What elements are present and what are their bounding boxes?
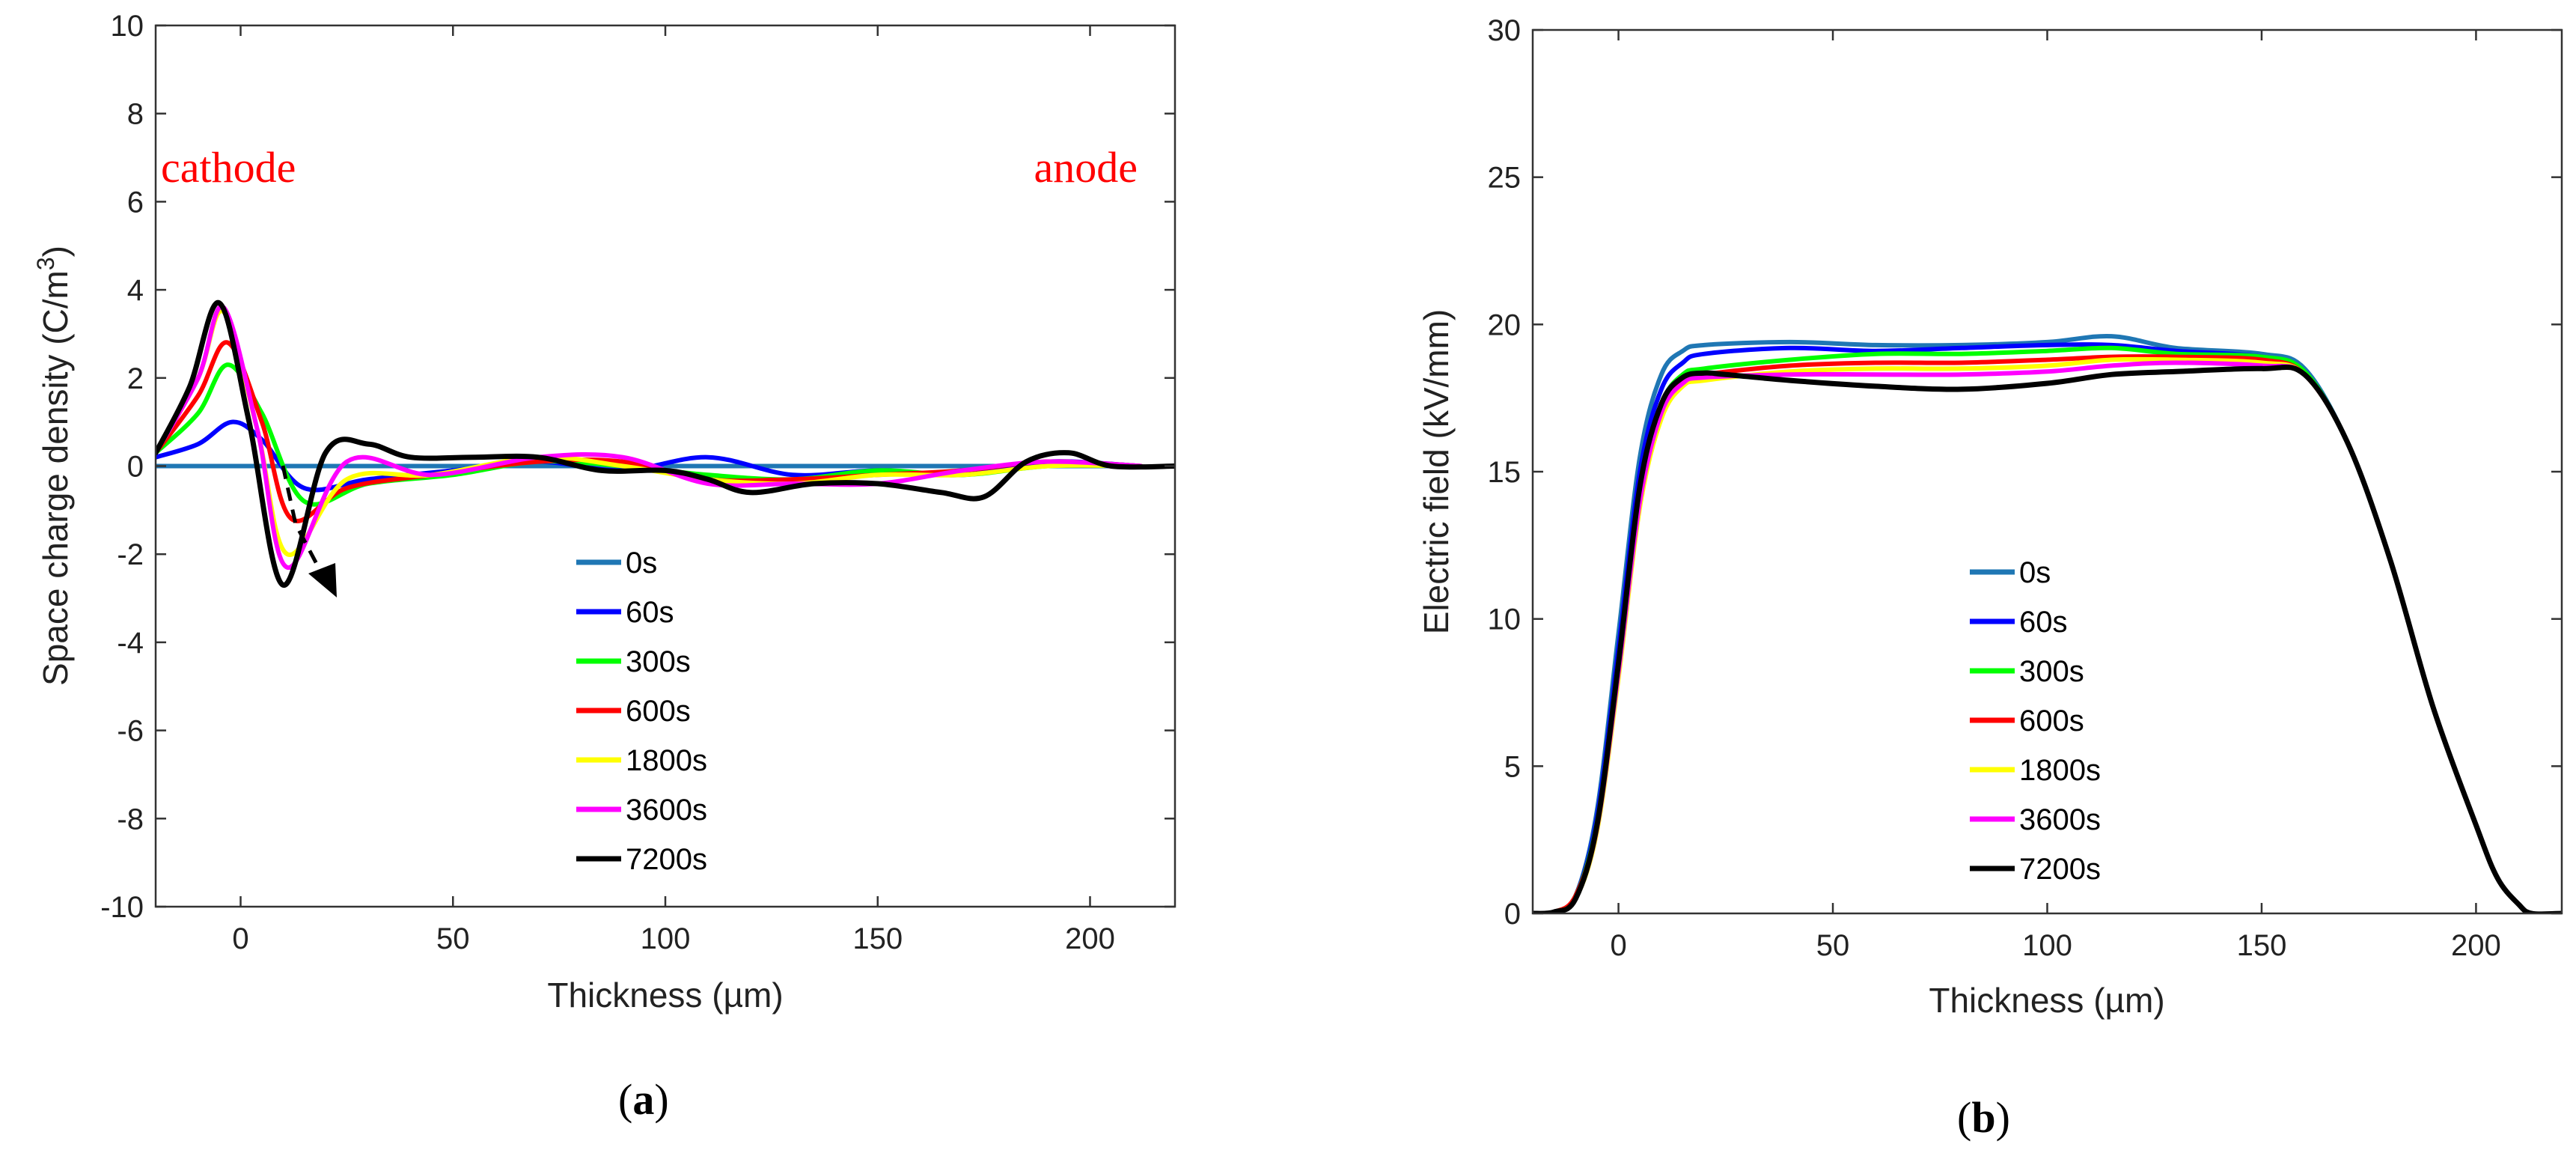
panel-a-legend-label-600s: 600s — [626, 695, 691, 728]
panel-a-series-line-60s — [156, 419, 1144, 493]
panel-a-series-line-3600s — [156, 304, 1144, 570]
panel-a-series-line-300s — [156, 362, 1144, 507]
panel-b-x-tick-label: 100 — [2022, 929, 2072, 962]
panel-a-y-tick-label: 8 — [127, 98, 144, 131]
panel-b-legend-label-1800s: 1800s — [2019, 754, 2101, 787]
panel-b-x-tick-label: 200 — [2451, 929, 2501, 962]
panel-a-legend-label-0s: 0s — [626, 547, 657, 579]
panel-b-ticks: 0 50 100 150 200 0 5 10 15 20 25 30 — [1488, 14, 2562, 962]
panel-a-x-tick-label: 150 — [852, 922, 903, 955]
panel-a-y-tick-label: -6 — [117, 715, 144, 748]
panel-b-caption: (b) — [1957, 1093, 2010, 1142]
cathode-annotation: cathode — [161, 143, 296, 192]
panel-a-y-tick-label: -8 — [117, 803, 144, 836]
panel-a-y-tick-label: -4 — [117, 627, 144, 660]
panel-b-legend-label-7200s: 7200s — [2019, 853, 2101, 886]
panel-b-series-line-7200s — [1533, 364, 2562, 913]
panel-a-series-line-7200s — [156, 300, 1175, 588]
panel-a-y-axis-label: Space charge density (C/m3) — [32, 246, 75, 686]
panel-a-x-tick-label: 100 — [641, 922, 691, 955]
panel-a-legend-label-300s: 300s — [626, 645, 691, 678]
panel-a-x-tick-label: 0 — [232, 922, 248, 955]
anode-annotation: anode — [1034, 143, 1138, 192]
panel-b-y-axis-label: Electric field (kV/mm) — [1417, 309, 1456, 634]
panel-b-y-tick-label: 5 — [1504, 750, 1521, 783]
panel-b-y-tick-label: 10 — [1488, 603, 1522, 636]
panel-a-x-axis-label: Thickness (µm) — [547, 976, 783, 1014]
panel-a-x-tick-label: 200 — [1065, 922, 1115, 955]
panel-a-legend-label-60s: 60s — [626, 596, 674, 629]
panel-b-legend-label-3600s: 3600s — [2019, 803, 2101, 836]
panel-b-x-tick-label: 0 — [1610, 929, 1626, 962]
panel-b-legend: 0s 60s 300s 600s 1800s 3600s 7200s — [1970, 556, 2101, 886]
panel-b-legend-label-60s: 60s — [2019, 606, 2068, 639]
panel-b-legend-label-0s: 0s — [2019, 556, 2051, 589]
panel-b-legend-label-300s: 300s — [2019, 655, 2084, 688]
panel-a-series-layer — [156, 300, 1175, 588]
panel-a-y-tick-label: 6 — [127, 186, 144, 219]
panel-a-y-tick-label: -10 — [100, 891, 144, 924]
panel-b-legend-label-600s: 600s — [2019, 705, 2084, 737]
panel-a-y-tick-label: 10 — [111, 10, 144, 43]
panel-b-y-tick-label: 15 — [1488, 456, 1522, 489]
panel-a-x-tick-label: 50 — [436, 922, 470, 955]
panel-b-x-axis-label: Thickness (µm) — [1929, 981, 2164, 1020]
panel-a-legend: 0s 60s 300s 600s 1800s 3600s 7200s — [576, 547, 707, 876]
panel-a-legend-label-1800s: 1800s — [626, 744, 707, 777]
panel-b-series-layer — [1533, 333, 2562, 913]
panel-b-y-tick-label: 0 — [1504, 898, 1521, 931]
panel-a-legend-label-7200s: 7200s — [626, 843, 707, 876]
panel-b-y-tick-label: 20 — [1488, 308, 1522, 341]
panel-a-caption: (a) — [618, 1075, 669, 1124]
drift-arrow-shaft — [281, 465, 326, 578]
panel-b-y-tick-label: 30 — [1488, 14, 1522, 47]
panel-a-y-tick-label: 4 — [127, 274, 144, 307]
drift-arrow-head — [308, 563, 337, 597]
panel-a-y-tick-label: 0 — [127, 451, 144, 484]
panel-a-chart: 0 50 100 150 200 -10 -8 -6 -4 -2 0 2 4 6 8 10 cathode a… — [32, 10, 1176, 1124]
panel-b-y-tick-label: 25 — [1488, 162, 1522, 195]
panel-a-legend-label-3600s: 3600s — [626, 794, 707, 827]
panel-a-ticks: 0 50 100 150 200 -10 -8 -6 -4 -2 0 2 4 6 8 10 — [100, 10, 1175, 955]
panel-b-x-tick-label: 150 — [2237, 929, 2287, 962]
panel-b-x-tick-label: 50 — [1816, 929, 1850, 962]
panel-a-y-tick-label: 2 — [127, 362, 144, 395]
panel-a-y-tick-label: -2 — [117, 538, 144, 571]
